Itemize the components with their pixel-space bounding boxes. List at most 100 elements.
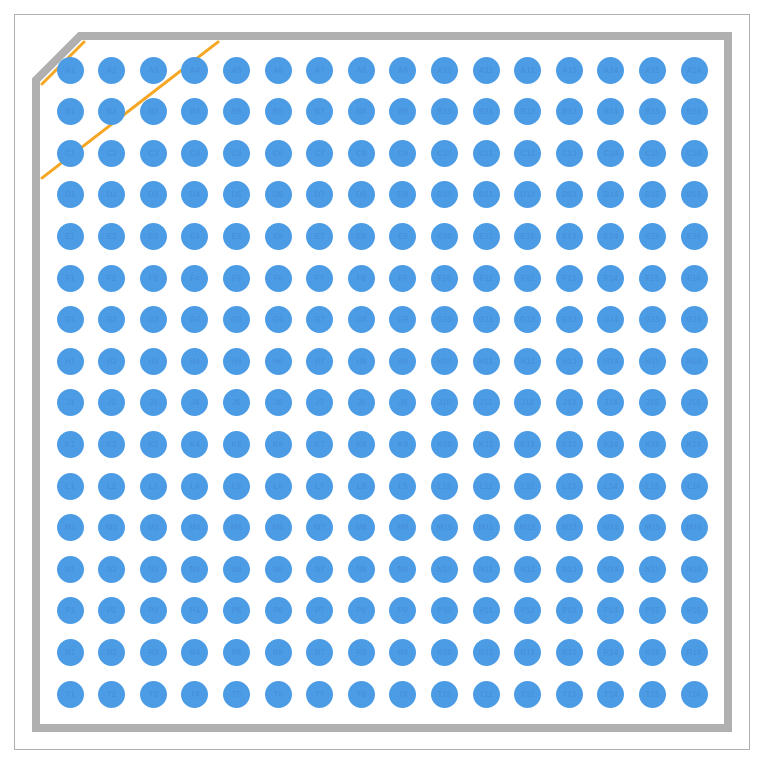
ball-pad: E12 xyxy=(514,223,541,250)
ball-pad: R3 xyxy=(140,639,167,666)
ball-pad: F5 xyxy=(223,265,250,292)
ball-pad: E1 xyxy=(57,223,84,250)
ball-pad: E6 xyxy=(265,223,292,250)
ball-pad: L8 xyxy=(348,473,375,500)
ball-pad: L5 xyxy=(223,473,250,500)
ball-pad: M10 xyxy=(431,514,458,541)
ball-pad: H1 xyxy=(57,348,84,375)
ball-pad: H6 xyxy=(265,348,292,375)
ball-pad: K13 xyxy=(556,431,583,458)
ball-pad: C11 xyxy=(473,140,500,167)
ball-pad: L13 xyxy=(556,473,583,500)
ball-pad: B6 xyxy=(265,98,292,125)
ball-pad: K4 xyxy=(181,431,208,458)
ball-pad: C16 xyxy=(681,140,708,167)
ball-pad: M7 xyxy=(306,514,333,541)
ball-pad: N7 xyxy=(306,556,333,583)
ball-pad: H8 xyxy=(348,348,375,375)
ball-pad: L9 xyxy=(389,473,416,500)
ball-pad: M16 xyxy=(681,514,708,541)
ball-pad: C13 xyxy=(556,140,583,167)
ball-pad: N13 xyxy=(556,556,583,583)
ball-pad: T7 xyxy=(306,681,333,708)
ball-pad: N5 xyxy=(223,556,250,583)
ball-pad: L11 xyxy=(473,473,500,500)
ball-pad: H16 xyxy=(681,348,708,375)
ball-pad: P8 xyxy=(348,597,375,624)
ball-pad: M6 xyxy=(265,514,292,541)
ball-pad: D13 xyxy=(556,181,583,208)
ball-pad: A3 xyxy=(140,57,167,84)
ball-pad: G6 xyxy=(265,306,292,333)
ball-pad: K10 xyxy=(431,431,458,458)
ball-pad: B16 xyxy=(681,98,708,125)
ball-pad: E16 xyxy=(681,223,708,250)
ball-pad: D16 xyxy=(681,181,708,208)
ball-pad: P5 xyxy=(223,597,250,624)
ball-pad: H3 xyxy=(140,348,167,375)
ball-pad: G11 xyxy=(473,306,500,333)
ball-pad: K3 xyxy=(140,431,167,458)
ball-pad: G3 xyxy=(140,306,167,333)
ball-pad: G13 xyxy=(556,306,583,333)
ball-pad: P15 xyxy=(639,597,666,624)
ball-pad: K2 xyxy=(98,431,125,458)
ball-pad: P6 xyxy=(265,597,292,624)
ball-pad: T2 xyxy=(98,681,125,708)
ball-pad: R1 xyxy=(57,639,84,666)
ball-pad: F10 xyxy=(431,265,458,292)
ball-pad: K6 xyxy=(265,431,292,458)
ball-pad: C9 xyxy=(389,140,416,167)
ball-pad: N2 xyxy=(98,556,125,583)
ball-pad: H11 xyxy=(473,348,500,375)
ball-pad: B10 xyxy=(431,98,458,125)
ball-pad: M15 xyxy=(639,514,666,541)
ball-pad: E2 xyxy=(98,223,125,250)
ball-pad: F14 xyxy=(597,265,624,292)
ball-pad: R4 xyxy=(181,639,208,666)
ball-pad: B5 xyxy=(223,98,250,125)
ball-pad: L15 xyxy=(639,473,666,500)
bga-footprint-canvas: A1A2A3A4A5A6A7A8A9A10A11A12A13A14A15A16B… xyxy=(0,0,764,764)
ball-pad: F2 xyxy=(98,265,125,292)
ball-pad: E3 xyxy=(140,223,167,250)
ball-pad: G2 xyxy=(98,306,125,333)
ball-pad: B8 xyxy=(348,98,375,125)
ball-pad: A5 xyxy=(223,57,250,84)
ball-pad: T8 xyxy=(348,681,375,708)
ball-pad: F8 xyxy=(348,265,375,292)
ball-pad: B3 xyxy=(140,98,167,125)
ball-pad: E11 xyxy=(473,223,500,250)
ball-pad: M5 xyxy=(223,514,250,541)
ball-pad: D15 xyxy=(639,181,666,208)
ball-pad: K7 xyxy=(306,431,333,458)
ball-pad: G1 xyxy=(57,306,84,333)
ball-pad: P10 xyxy=(431,597,458,624)
ball-pad: T11 xyxy=(473,681,500,708)
ball-pad: F1 xyxy=(57,265,84,292)
ball-pad: J8 xyxy=(348,389,375,416)
ball-pad: K9 xyxy=(389,431,416,458)
ball-pad: C12 xyxy=(514,140,541,167)
ball-pad: L3 xyxy=(140,473,167,500)
ball-pad: L16 xyxy=(681,473,708,500)
ball-pad: F12 xyxy=(514,265,541,292)
ball-pad: F9 xyxy=(389,265,416,292)
ball-pad: H9 xyxy=(389,348,416,375)
ball-pad: P13 xyxy=(556,597,583,624)
ball-pad: L6 xyxy=(265,473,292,500)
ball-pad: A9 xyxy=(389,57,416,84)
ball-pad: A8 xyxy=(348,57,375,84)
ball-pad: D1 xyxy=(57,181,84,208)
ball-pad: L14 xyxy=(597,473,624,500)
ball-pad: P11 xyxy=(473,597,500,624)
ball-pad: C14 xyxy=(597,140,624,167)
ball-pad: J11 xyxy=(473,389,500,416)
ball-pad: L12 xyxy=(514,473,541,500)
ball-pad: N1 xyxy=(57,556,84,583)
ball-pad: G7 xyxy=(306,306,333,333)
ball-pad: K5 xyxy=(223,431,250,458)
ball-pad: E9 xyxy=(389,223,416,250)
ball-pad: N8 xyxy=(348,556,375,583)
ball-pad: F15 xyxy=(639,265,666,292)
